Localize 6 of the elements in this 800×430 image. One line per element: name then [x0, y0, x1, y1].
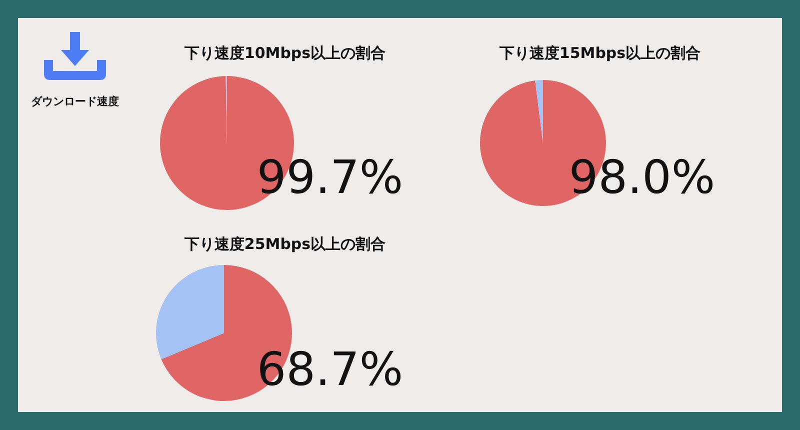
- pie-slice: [156, 265, 224, 360]
- pie-slice: [535, 80, 543, 143]
- chart-title: 下り速度10Mbps以上の割合: [183, 44, 386, 62]
- chart-title: 下り速度15Mbps以上の割合: [498, 44, 701, 62]
- chart-title: 下り速度25Mbps以上の割合: [183, 235, 386, 253]
- text: ダウンロード速度: [31, 95, 119, 108]
